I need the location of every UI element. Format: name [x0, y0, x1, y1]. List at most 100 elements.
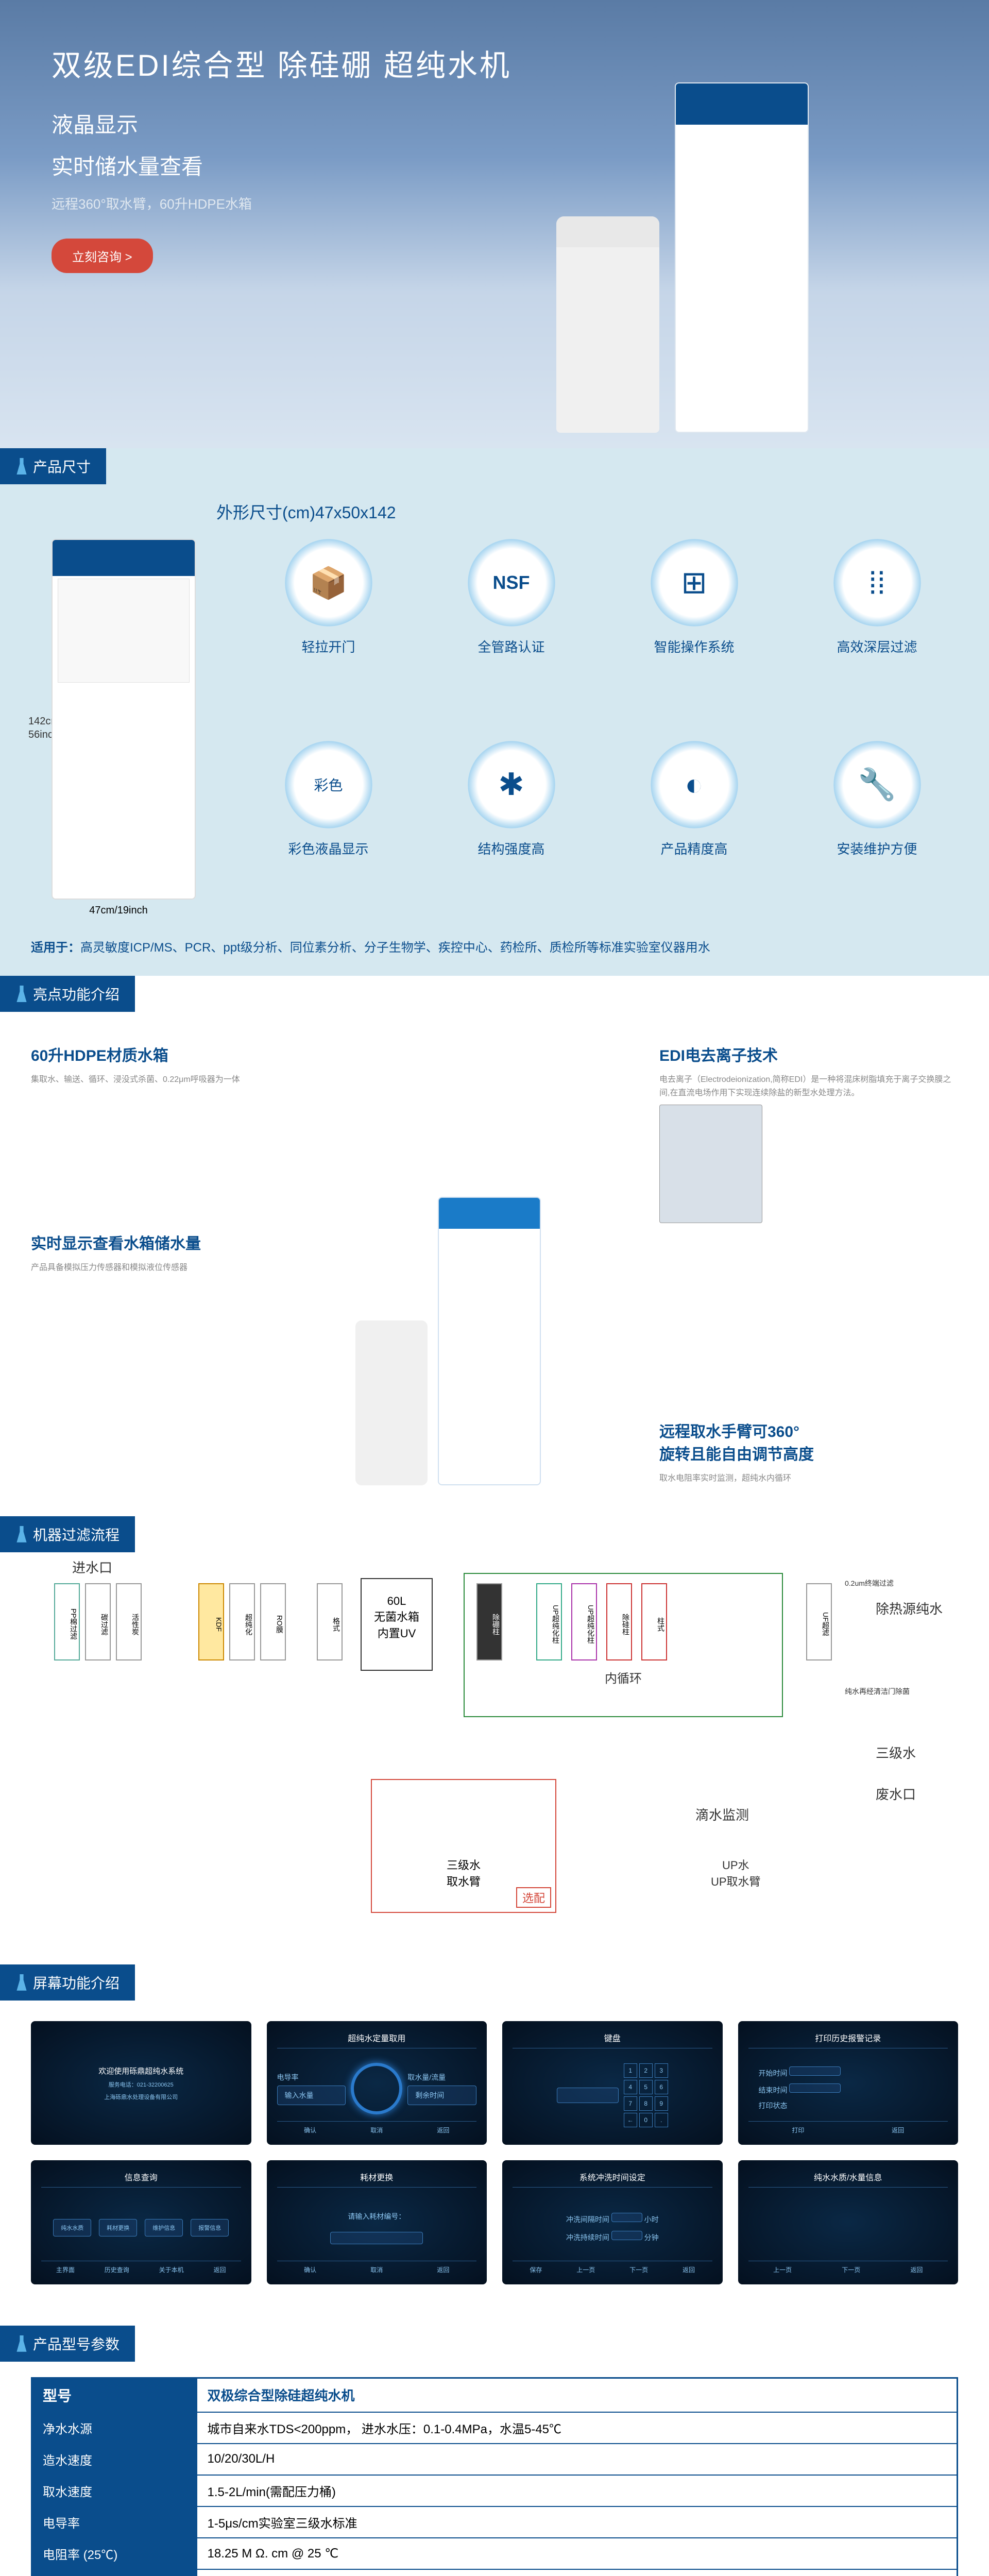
drip-label: 滴水监测 — [695, 1805, 749, 1824]
edi-module-image — [659, 1105, 762, 1223]
filter-si: 除硅柱 — [606, 1583, 632, 1660]
width-label: 47cm/19inch — [31, 905, 206, 917]
feature-item: ⊞智能操作系统 — [613, 539, 775, 715]
spec-value: 1.5-2L/min(需配压力桶) — [197, 2475, 958, 2506]
spec-label: 型号 — [32, 2378, 197, 2412]
flask-icon — [15, 458, 28, 474]
filter-flow-section: 机器过滤流程 进水口 PP棉过滤 碳过滤 活性炭 KDF 超纯化 RO膜 格式 … — [0, 1516, 989, 1964]
waste-label: 废水口 — [876, 1784, 916, 1803]
filter-active-carbon: 活性炭 — [116, 1583, 142, 1660]
filter-pp: PP棉过滤 — [54, 1583, 80, 1660]
filter-kdf: KDF — [198, 1583, 224, 1660]
screen-welcome: 欢迎使用砾鼎超纯水系统 服务电话：021-32200625 上海砾鼎水处理设备有… — [31, 2021, 251, 2145]
filter-carbon: 碳过滤 — [85, 1583, 111, 1660]
section-title: 屏幕功能介绍 — [33, 1972, 120, 1993]
hero-banner: 双级EDI综合型 除硅硼 超纯水机 液晶显示 实时储水量查看 远程360°取水臂… — [0, 0, 989, 448]
table-row: 净水水源城市自来水TDS<200ppm， 进水水压：0.1-0.4MPa，水温5… — [32, 2412, 958, 2444]
dimensions-title: 外形尺寸(cm)47x50x142 — [0, 484, 989, 539]
spec-label: 净水水源 — [32, 2412, 197, 2444]
filter-format: 格式 — [317, 1583, 343, 1660]
specs-section: 产品型号参数 型号双极综合型除硅超纯水机净水水源城市自来水TDS<200ppm，… — [0, 2326, 989, 2576]
product-dimension-diagram: 142cm 56inch 47cm/19inch — [31, 539, 206, 917]
hl-text: 取水电阻率实时监测，超纯水内循环 — [659, 1472, 958, 1485]
section-title: 机器过滤流程 — [33, 1524, 120, 1545]
tank-box: 60L 无菌水箱 内置UV — [361, 1578, 433, 1671]
spec-label: 电阻率 (25℃) — [32, 2538, 197, 2569]
flask-icon — [15, 1974, 28, 1991]
structure-icon: ✱ — [468, 741, 555, 828]
filter-boron: 除硼柱 — [476, 1583, 502, 1660]
section-header-highlights: 亮点功能介绍 — [0, 976, 135, 1012]
spec-value: 双极综合型除硅超纯水机 — [197, 2378, 958, 2412]
highlight-left: 60升HDPE材质水箱 集取水、输送、循环、浸没式杀菌、0.22μm呼吸器为一体… — [31, 1043, 330, 1485]
optional-box: 选配 三级水 取水臂 — [371, 1779, 556, 1913]
hl-title: 远程取水手臂可360° 旋转且能自由调节高度 — [659, 1419, 958, 1464]
l3-water-label: 三级水 — [876, 1743, 916, 1762]
up-arm-label: UP水 UP取水臂 — [711, 1856, 761, 1889]
highlight-right: EDI电去离子技术 电去离子（Electrodeionization,简称EDI… — [659, 1043, 958, 1485]
hl-text: 电去离子（Electrodeionization,简称EDI）是一种将混床树脂填… — [659, 1073, 958, 1099]
feature-grid: 📦轻拉开门 NSF全管路认证 ⊞智能操作系统 ⁞⁞高效深层过滤 彩色彩色液晶显示… — [247, 539, 958, 917]
pure-out-label: 除热源纯水 — [876, 1599, 943, 1618]
hl-title: EDI电去离子技术 — [659, 1043, 958, 1065]
table-row: 电导率1-5μs/cm实验室三级水标准 — [32, 2506, 958, 2538]
pipe-note: 纯水再经清洁门除菌 — [845, 1686, 910, 1697]
flask-icon — [15, 986, 28, 1002]
spec-label: 重金属离子 — [32, 2569, 197, 2576]
color-icon: 彩色 — [285, 741, 372, 828]
table-row: 型号双极综合型除硅超纯水机 — [32, 2378, 958, 2412]
table-row: 取水速度1.5-2L/min(需配压力桶) — [32, 2475, 958, 2506]
section-header-flow: 机器过滤流程 — [0, 1516, 135, 1552]
section-title: 产品尺寸 — [33, 456, 91, 477]
feature-item: NSF全管路认证 — [430, 539, 592, 715]
flask-icon — [15, 1526, 28, 1543]
spec-label: 电导率 — [32, 2506, 197, 2538]
section-header-dimensions: 产品尺寸 — [0, 448, 106, 484]
feature-item: ◐产品精度高 — [613, 741, 775, 917]
table-row: 电阻率 (25℃)18.25 M Ω. cm @ 25 ℃ — [32, 2538, 958, 2569]
screen-print-history: 打印历史报警记录 开始时间 结束时间 打印状态 打印返回 — [738, 2021, 959, 2145]
highlight-center-products — [350, 1043, 639, 1485]
filter-uf: UF超滤 — [806, 1583, 832, 1660]
filter-pure: 超纯化 — [229, 1583, 255, 1660]
feature-item: 🔧安装维护方便 — [796, 741, 958, 917]
chip-icon: ⊞ — [651, 539, 738, 626]
filter-icon: ⁞⁞ — [833, 539, 921, 626]
box-icon: 📦 — [285, 539, 372, 626]
hl-text: 产品具备模拟压力传感器和模拟液位传感器 — [31, 1261, 330, 1275]
section-title: 亮点功能介绍 — [33, 984, 120, 1004]
screen-flush-time: 系统冲洗时间设定 冲洗间隔时间 小时 冲洗持续时间 分钟 保存上一页下一页返回 — [502, 2160, 723, 2284]
section-header-specs: 产品型号参数 — [0, 2326, 135, 2362]
screen-consumable: 耗材更换 请输入耗材编号： 确认取消返回 — [267, 2160, 487, 2284]
uf-note: 0.2um终端过滤 — [845, 1578, 894, 1588]
hl-title: 实时显示查看水箱储水量 — [31, 1231, 330, 1253]
consult-button[interactable]: 立刻咨询 > — [52, 239, 153, 273]
highlights-section: 亮点功能介绍 60升HDPE材质水箱 集取水、输送、循环、浸没式杀菌、0.22μ… — [0, 976, 989, 1516]
feature-item: ⁞⁞高效深层过滤 — [796, 539, 958, 715]
gauge-icon: ◐ — [651, 741, 738, 828]
filter-col: 柱式 — [641, 1583, 667, 1660]
applies-to: 适用于：高灵敏度ICP/MS、PCR、ppt级分析、同位素分析、分子生物学、疾控… — [0, 917, 989, 955]
spec-label: 取水速度 — [32, 2475, 197, 2506]
section-header-screens: 屏幕功能介绍 — [0, 1964, 135, 2001]
hero-product-images — [556, 82, 968, 433]
hl-title: 60升HDPE材质水箱 — [31, 1043, 330, 1065]
screen-info-query: 信息查询 纯水水质 耗材更换 维护信息 报警信息 主界面历史查询关于本机返回 — [31, 2160, 251, 2284]
wrench-icon: 🔧 — [833, 741, 921, 828]
dimensions-section: 产品尺寸 外形尺寸(cm)47x50x142 142cm 56inch 47cm… — [0, 448, 989, 976]
feature-item: 彩色彩色液晶显示 — [247, 741, 410, 917]
table-row: 重金属离子< 0.1 ppb — [32, 2569, 958, 2576]
spec-value: 10/20/30L/H — [197, 2444, 958, 2475]
keypad: 123 456 789 ←0. — [624, 2063, 668, 2127]
feature-item: ✱结构强度高 — [430, 741, 592, 917]
hero-title: 双级EDI综合型 除硅硼 超纯水机 — [52, 41, 937, 84]
flask-icon — [15, 2335, 28, 2352]
screen-water-quality: 纯水水质/水量信息 上一页下一页返回 — [738, 2160, 959, 2284]
table-row: 造水速度10/20/30L/H — [32, 2444, 958, 2475]
screen-keyboard: 键盘 123 456 789 ←0. — [502, 2021, 723, 2145]
flow-diagram: 进水口 PP棉过滤 碳过滤 活性炭 KDF 超纯化 RO膜 格式 60L 无菌水… — [0, 1552, 989, 1964]
nsf-icon: NSF — [468, 539, 555, 626]
spec-value: 18.25 M Ω. cm @ 25 ℃ — [197, 2538, 958, 2569]
filter-ro: RO膜 — [260, 1583, 286, 1660]
hl-text: 集取水、输送、循环、浸没式杀菌、0.22μm呼吸器为一体 — [31, 1073, 330, 1087]
